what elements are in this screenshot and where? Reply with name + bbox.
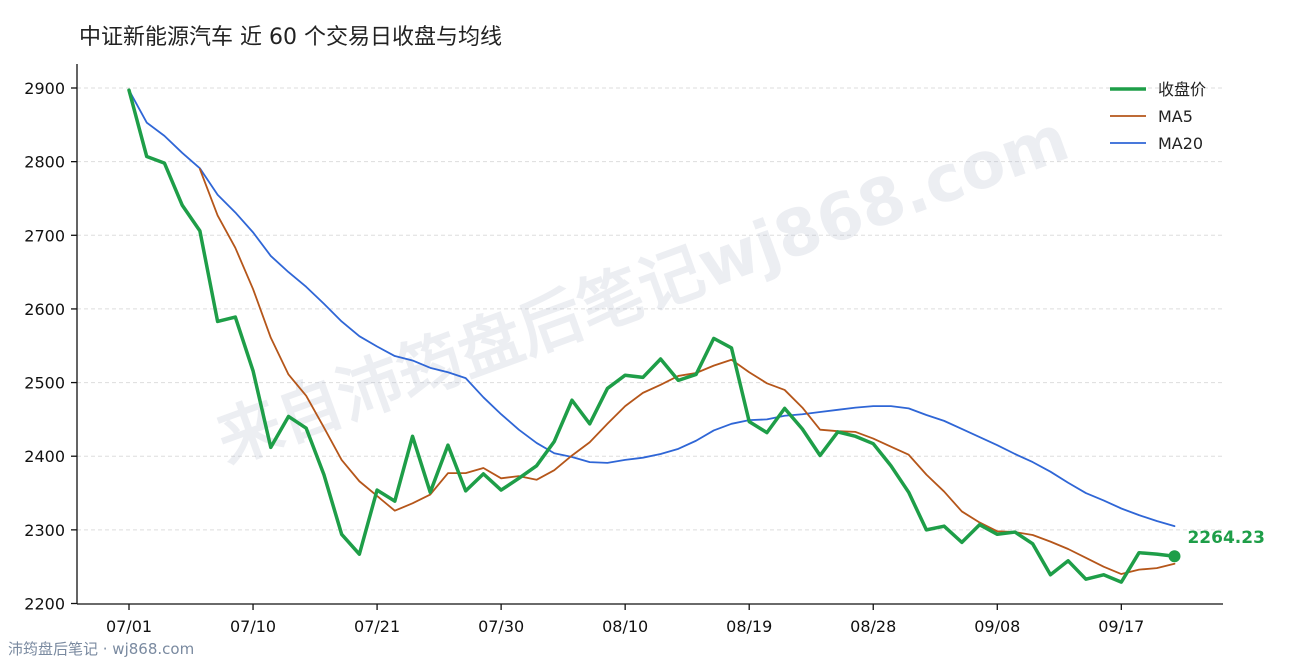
x-tick-label: 07/10 (230, 617, 276, 636)
y-tick-label: 2800 (24, 153, 65, 172)
footer-note: 沛筠盘后笔记 · wj868.com (8, 640, 194, 658)
legend: 收盘价 MA5 MA20 (1110, 80, 1206, 153)
legend-label: MA20 (1158, 134, 1203, 153)
y-tick-label: 2500 (24, 374, 65, 393)
last-close-marker (1168, 550, 1181, 563)
y-tick-label: 2700 (24, 226, 65, 245)
last-close-label: 2264.23 (1187, 528, 1264, 548)
chart-title: 中证新能源汽车 近 60 个交易日收盘与均线 (79, 25, 502, 50)
y-tick-label: 2600 (24, 300, 65, 319)
x-tick-label: 07/30 (478, 617, 524, 636)
y-tick-label: 2400 (24, 447, 65, 466)
legend-label: 收盘价 (1158, 80, 1206, 99)
series-line-close (127, 88, 1177, 584)
x-tick-label: 09/08 (974, 617, 1020, 636)
y-tick-label: 2900 (24, 79, 65, 98)
axis-layer: 2200 2300 2400 2500 2600 2700 2800 2900 07/01 07/… (24, 64, 1223, 636)
grid-layer (77, 87, 1223, 531)
series-layer: 2264.23 (127, 88, 1265, 584)
x-tick-label: 08/10 (602, 617, 648, 636)
series-line-ma20 (128, 89, 1176, 528)
x-tick-label: 08/28 (850, 617, 896, 636)
y-tick-label: 2200 (24, 595, 65, 614)
x-tick-label: 07/21 (354, 617, 400, 636)
x-tick-label: 08/19 (726, 617, 772, 636)
y-tick-label: 2300 (24, 521, 65, 540)
x-tick-label: 07/01 (106, 617, 152, 636)
legend-label: MA5 (1158, 107, 1193, 126)
x-tick-label: 09/17 (1098, 617, 1144, 636)
